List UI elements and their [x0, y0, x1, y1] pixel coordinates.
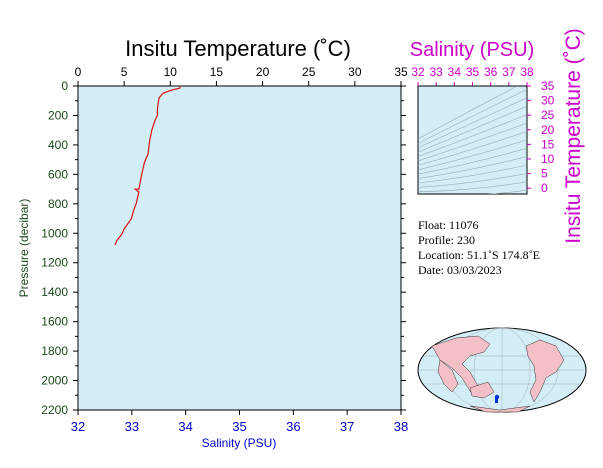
top-tick-label: 15	[210, 65, 224, 79]
top-tick-label: 35	[394, 65, 408, 79]
profile-date: Date: 03/03/2023	[418, 263, 502, 277]
ts-contour	[418, 89, 527, 144]
bottom-axis-ticks: 32 33 34 35 36 37 38	[71, 410, 408, 434]
float-id: Float: 11076	[418, 218, 479, 232]
ts-inset-area	[417, 85, 528, 195]
y-tick-label: 1400	[41, 285, 68, 299]
top-tick-label: 0	[75, 65, 82, 79]
map-land	[431, 335, 565, 413]
ts-top-tick-label: 36	[484, 65, 498, 79]
ts-contour	[418, 205, 527, 209]
ts-right-tick-label: 25	[541, 108, 555, 122]
profile-number: Profile: 230	[418, 233, 475, 247]
ts-contour	[418, 105, 527, 153]
ts-right-tick-label: 35	[541, 79, 555, 93]
bottom-tick-label: 36	[286, 419, 300, 434]
top-tick-label: 30	[348, 65, 362, 79]
ts-right-tick-label: 20	[541, 123, 555, 137]
ts-contour	[418, 199, 527, 202]
top-tick-label: 20	[256, 65, 270, 79]
y-tick-label: 800	[48, 197, 68, 211]
ts-contour	[418, 181, 527, 193]
ts-contour	[418, 164, 527, 184]
top-axis-ticks: 0 5 10 15 20 25 30 35	[75, 65, 408, 86]
ts-contour	[418, 97, 527, 149]
world-map-inset	[417, 327, 587, 413]
bottom-tick-label: 32	[71, 419, 85, 434]
ts-right-tick-label: 30	[541, 94, 555, 108]
ts-contour	[418, 173, 527, 188]
ts-top-tick-label: 37	[502, 65, 516, 79]
y-tick-label: 2000	[41, 374, 68, 388]
right-axis-ticks	[401, 85, 406, 411]
bottom-tick-label: 38	[394, 419, 408, 434]
ts-top-tick-label: 34	[448, 65, 462, 79]
y-tick-label: 2200	[41, 403, 68, 417]
y-tick-label: 1000	[41, 226, 68, 240]
ts-top-tick-label: 35	[466, 65, 480, 79]
y-axis-ticks: 0 200 400 600 800 1000 1200 1400 1600 1800 2000 220…	[41, 79, 78, 417]
temperature-series-line	[114, 86, 181, 246]
ts-salinity-ticks: 32 33 34 35 36 37 38	[411, 65, 534, 86]
ts-contour	[418, 86, 519, 140]
ts-top-tick-label: 33	[429, 65, 443, 79]
main-plot-area	[77, 85, 402, 411]
ts-top-tick-label: 38	[520, 65, 534, 79]
ts-contour	[418, 147, 527, 175]
ts-density-contours	[418, 86, 527, 209]
y-tick-label: 1600	[41, 315, 68, 329]
ts-right-axis-label: Insitu Temperature (˚C)	[562, 28, 585, 244]
ts-contour	[487, 189, 527, 194]
ts-top-tick-label: 32	[411, 65, 425, 79]
bottom-tick-label: 33	[125, 419, 139, 434]
float-location: Location: 51.1˚S 174.8˚E	[418, 248, 540, 262]
top-tick-label: 10	[164, 65, 178, 79]
y-axis-label: Pressure (decibar)	[17, 199, 31, 298]
ts-contour	[418, 114, 527, 157]
main-chart-title: Insitu Temperature (˚C)	[125, 36, 351, 61]
y-tick-label: 1800	[41, 344, 68, 358]
ts-inset-title: Salinity (PSU)	[410, 39, 534, 61]
y-tick-label: 400	[48, 138, 68, 152]
bottom-tick-label: 34	[178, 419, 192, 434]
ts-right-tick-label: 0	[541, 181, 548, 195]
y-tick-label: 200	[48, 108, 68, 122]
bottom-tick-label: 35	[232, 419, 246, 434]
ts-contour	[418, 122, 527, 162]
top-tick-label: 5	[121, 65, 128, 79]
x-axis-label: Salinity (PSU)	[202, 436, 277, 450]
y-tick-label: 0	[61, 79, 68, 93]
ts-right-tick-label: 10	[541, 152, 555, 166]
top-tick-label: 25	[302, 65, 316, 79]
ts-contour	[418, 139, 527, 171]
ts-contour	[418, 131, 527, 166]
ts-contour	[418, 156, 527, 179]
y-tick-label: 1200	[41, 256, 68, 270]
y-tick-label: 600	[48, 167, 68, 181]
bottom-tick-label: 37	[340, 419, 354, 434]
ts-right-tick-label: 5	[541, 167, 548, 181]
ts-right-tick-label: 15	[541, 137, 555, 151]
